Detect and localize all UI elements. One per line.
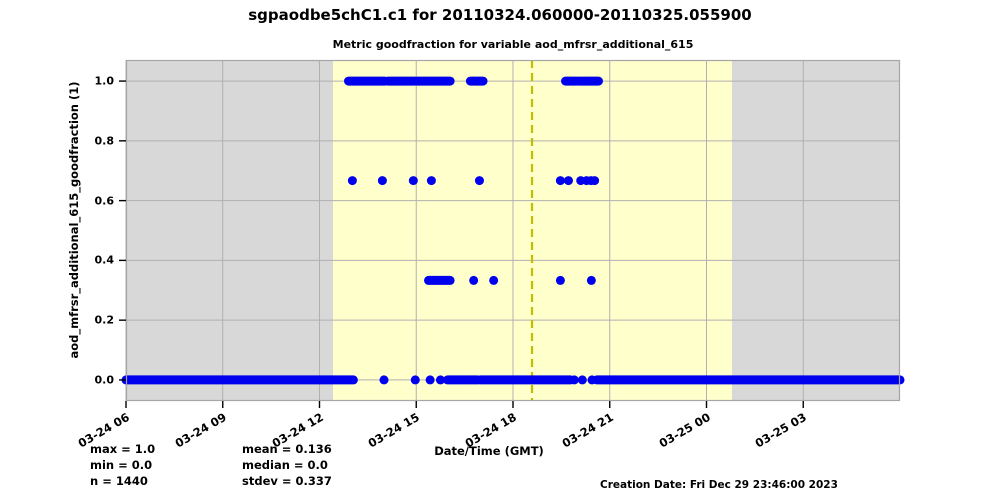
plot-frame <box>125 59 901 402</box>
y-tick-label: 0.2 <box>94 313 115 327</box>
data-point <box>435 375 445 385</box>
y-axis-label: aod_mfrsr_additional_615_goodfraction (1… <box>67 81 81 359</box>
stat-min: min = 0.0 <box>90 458 153 472</box>
y-tick-label: 0.8 <box>94 134 115 148</box>
page-title: sgpaodbe5chC1.c1 for 20110324.060000-201… <box>248 6 752 24</box>
data-point <box>410 375 420 385</box>
data-point <box>469 275 479 285</box>
data-point <box>590 176 600 186</box>
stat-mean: mean = 0.136 <box>242 442 332 456</box>
data-point <box>347 176 357 186</box>
data-point <box>555 176 565 186</box>
data-point <box>586 275 596 285</box>
data-point <box>563 176 573 186</box>
chart-title: Metric goodfraction for variable aod_mfr… <box>332 38 694 51</box>
y-tick-label: 0.0 <box>94 373 115 387</box>
data-point <box>408 176 418 186</box>
stat-median: median = 0.0 <box>242 458 328 472</box>
y-tick-label: 0.6 <box>94 194 115 208</box>
data-point <box>474 176 484 186</box>
x-tick-label: 03-24 09 <box>172 410 229 451</box>
data-point <box>379 375 389 385</box>
y-tick-label: 1.0 <box>94 74 115 88</box>
x-tick-label: 03-24 21 <box>559 410 616 451</box>
y-tick-label: 0.4 <box>94 253 115 267</box>
x-tick-label: 03-25 03 <box>753 410 810 451</box>
x-axis-label: Date/Time (GMT) <box>434 444 544 458</box>
stat-max: max = 1.0 <box>90 442 156 456</box>
plot-canvas <box>119 59 905 408</box>
data-point <box>489 275 499 285</box>
band-night-left <box>126 60 334 401</box>
band-night-right <box>731 60 900 401</box>
data-point <box>587 375 597 385</box>
x-tick-label: 03-25 00 <box>656 410 713 451</box>
plot-area <box>119 59 905 408</box>
stats-column-left: max = 1.0 min = 0.0 n = 1440 <box>90 441 155 489</box>
stat-n: n = 1440 <box>90 474 148 488</box>
stat-stdev: stdev = 0.337 <box>242 474 332 488</box>
data-point <box>426 176 436 186</box>
data-point <box>425 375 435 385</box>
creation-date: Creation Date: Fri Dec 29 23:46:00 2023 <box>600 479 838 491</box>
data-point <box>555 275 565 285</box>
x-tick-label: 03-24 15 <box>366 410 423 451</box>
data-point <box>577 375 587 385</box>
data-point <box>569 375 579 385</box>
stats-column-right: mean = 0.136 median = 0.0 stdev = 0.337 <box>242 441 332 489</box>
data-point <box>377 176 387 186</box>
